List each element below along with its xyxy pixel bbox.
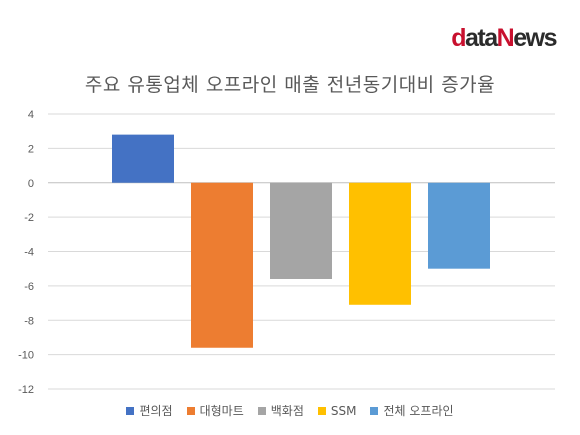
legend-item: SSM	[317, 402, 357, 419]
y-tick-label: 0	[28, 178, 34, 190]
bar-3	[349, 182, 411, 305]
legend-swatch	[186, 406, 195, 415]
y-tick-label: -10	[18, 350, 34, 362]
legend-label: 편의점	[139, 404, 173, 418]
legend: 편의점 대형마트 백화점 SSM 전체 오프라인	[0, 402, 580, 419]
y-tick-label: -8	[24, 315, 34, 327]
legend-label: 전체 오프라인	[383, 404, 454, 418]
bar-1	[191, 182, 253, 348]
bar-2	[270, 182, 332, 279]
legend-label: 대형마트	[199, 404, 244, 418]
y-tick-label: -4	[24, 247, 34, 259]
legend-item: 대형마트	[186, 402, 244, 419]
legend-item: 편의점	[126, 402, 173, 419]
datanews-logo: dataNews	[451, 24, 557, 52]
legend-swatch	[126, 406, 135, 415]
chart-title: 주요 유통업체 오프라인 매출 전년동기대비 증가율	[84, 74, 496, 96]
y-tick-label: 2	[28, 143, 34, 155]
y-tick-label: 4	[28, 109, 34, 121]
legend-swatch	[317, 406, 326, 415]
bar-0	[112, 134, 174, 183]
legend-label: SSM	[330, 403, 357, 418]
y-tick-label: -2	[24, 212, 34, 224]
legend-swatch	[257, 406, 266, 415]
legend-item: 전체 오프라인	[370, 402, 454, 419]
legend-swatch	[370, 406, 379, 415]
y-axis-ticks: 4 2 0 -2 -4 -6 -8 -10 -12	[18, 109, 34, 396]
legend-item: 백화점	[257, 402, 304, 419]
y-tick-label: -12	[18, 384, 34, 396]
bar-4	[428, 182, 490, 269]
y-tick-label: -6	[24, 281, 34, 293]
bars	[112, 134, 490, 348]
legend-label: 백화점	[270, 404, 304, 418]
